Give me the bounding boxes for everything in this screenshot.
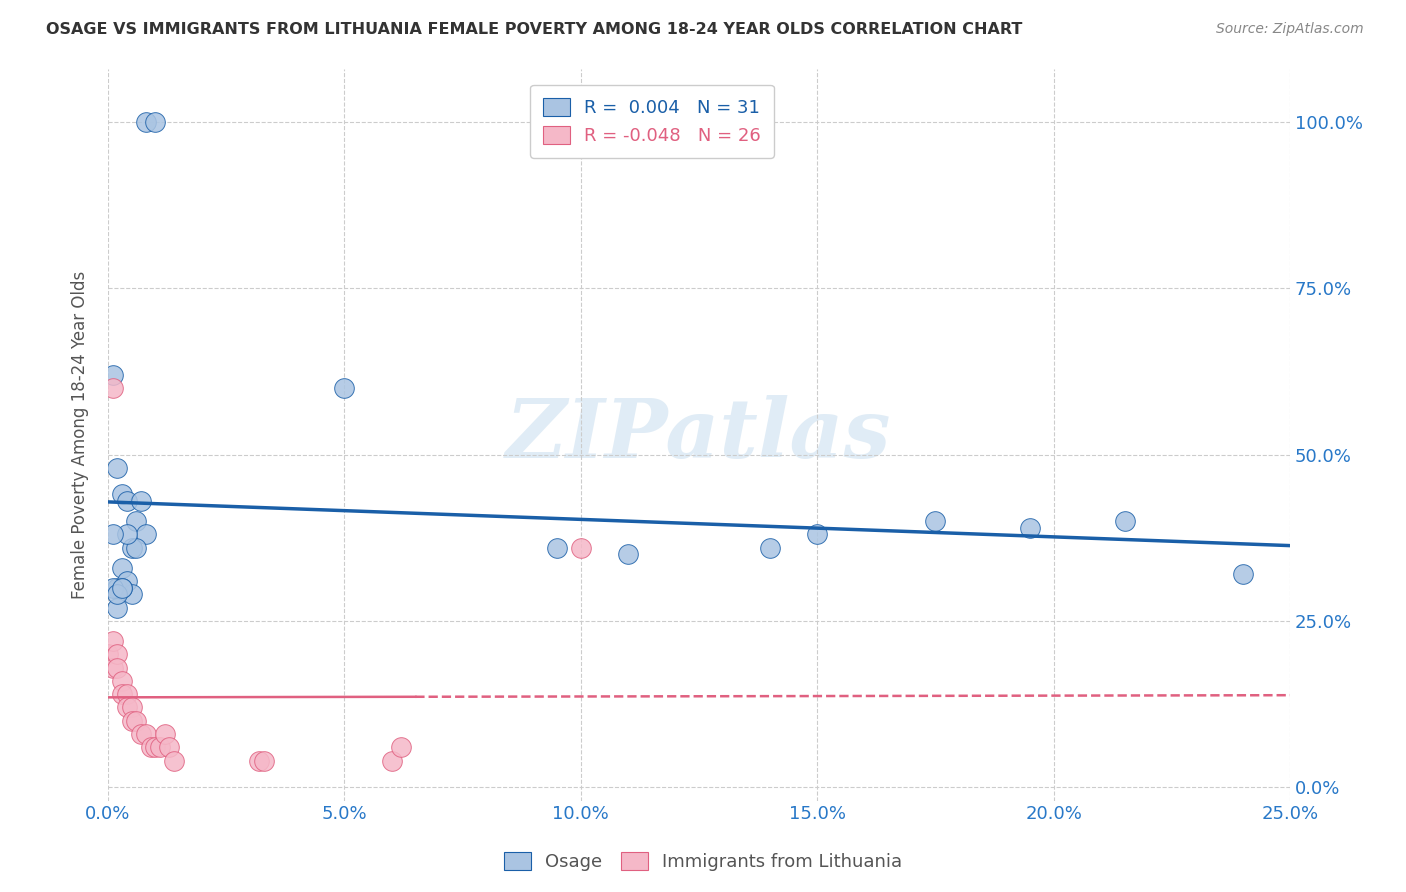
Point bbox=[101, 381, 124, 395]
Point bbox=[125, 714, 148, 728]
Point bbox=[111, 687, 134, 701]
Point bbox=[1232, 567, 1254, 582]
Point bbox=[1019, 521, 1042, 535]
Point bbox=[101, 660, 124, 674]
Point bbox=[101, 527, 124, 541]
Point bbox=[247, 754, 270, 768]
Point bbox=[135, 527, 157, 541]
Point bbox=[149, 740, 172, 755]
Point bbox=[125, 514, 148, 528]
Point bbox=[135, 727, 157, 741]
Point bbox=[159, 740, 181, 755]
Point bbox=[107, 587, 129, 601]
Point bbox=[125, 541, 148, 555]
Point bbox=[111, 560, 134, 574]
Point bbox=[107, 460, 129, 475]
Point bbox=[107, 600, 129, 615]
Legend: Osage, Immigrants from Lithuania: Osage, Immigrants from Lithuania bbox=[496, 845, 910, 879]
Point bbox=[121, 587, 143, 601]
Y-axis label: Female Poverty Among 18-24 Year Olds: Female Poverty Among 18-24 Year Olds bbox=[72, 270, 89, 599]
Point bbox=[121, 541, 143, 555]
Point bbox=[1114, 514, 1136, 528]
Point bbox=[101, 633, 124, 648]
Point bbox=[115, 700, 138, 714]
Point bbox=[143, 740, 166, 755]
Point bbox=[107, 660, 129, 674]
Point bbox=[129, 494, 152, 508]
Text: ZIPatlas: ZIPatlas bbox=[506, 394, 891, 475]
Point bbox=[107, 581, 129, 595]
Point bbox=[153, 727, 176, 741]
Point bbox=[101, 368, 124, 382]
Text: OSAGE VS IMMIGRANTS FROM LITHUANIA FEMALE POVERTY AMONG 18-24 YEAR OLDS CORRELAT: OSAGE VS IMMIGRANTS FROM LITHUANIA FEMAL… bbox=[46, 22, 1022, 37]
Point bbox=[97, 647, 120, 661]
Point bbox=[617, 547, 640, 561]
Point bbox=[139, 740, 162, 755]
Point bbox=[135, 115, 157, 129]
Point bbox=[129, 727, 152, 741]
Point bbox=[111, 581, 134, 595]
Point bbox=[101, 581, 124, 595]
Point bbox=[569, 541, 592, 555]
Point bbox=[924, 514, 946, 528]
Point bbox=[111, 581, 134, 595]
Point bbox=[111, 487, 134, 501]
Legend: R =  0.004   N = 31, R = -0.048   N = 26: R = 0.004 N = 31, R = -0.048 N = 26 bbox=[530, 85, 773, 158]
Point bbox=[143, 115, 166, 129]
Text: Source: ZipAtlas.com: Source: ZipAtlas.com bbox=[1216, 22, 1364, 37]
Point bbox=[381, 754, 404, 768]
Point bbox=[253, 754, 276, 768]
Point bbox=[115, 687, 138, 701]
Point bbox=[111, 673, 134, 688]
Point bbox=[806, 527, 828, 541]
Point bbox=[121, 700, 143, 714]
Point bbox=[389, 740, 412, 755]
Point bbox=[163, 754, 186, 768]
Point bbox=[115, 494, 138, 508]
Point bbox=[546, 541, 568, 555]
Point bbox=[115, 527, 138, 541]
Point bbox=[759, 541, 782, 555]
Point bbox=[115, 574, 138, 588]
Point bbox=[107, 647, 129, 661]
Point bbox=[333, 381, 356, 395]
Point bbox=[121, 714, 143, 728]
